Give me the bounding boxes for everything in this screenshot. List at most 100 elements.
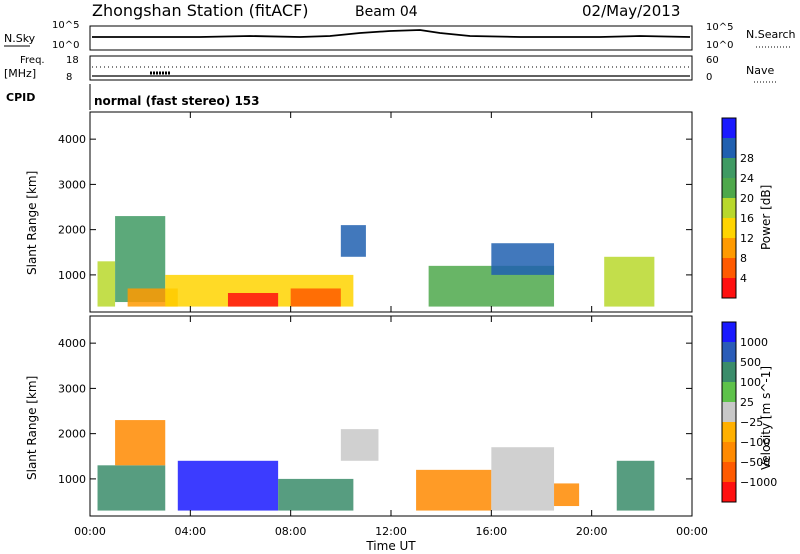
data-region bbox=[115, 420, 166, 466]
x-tick-label: 00:00 bbox=[676, 525, 708, 538]
velocity-y-ticks: 1000 2000 3000 4000 bbox=[58, 337, 692, 486]
velocity-colorbar-label: Velocity [m s^-1] bbox=[759, 366, 773, 470]
freq-frame bbox=[89, 55, 693, 81]
colorbar-tick-label: 8 bbox=[740, 252, 747, 265]
y-tick-label: 2000 bbox=[58, 224, 86, 237]
y-tick-label: 4000 bbox=[58, 133, 86, 146]
x-tick-label: 00:00 bbox=[74, 525, 106, 538]
date-label: 02/May/2013 bbox=[582, 2, 680, 20]
y-tick-label: 4000 bbox=[58, 337, 86, 350]
colorbar-swatch bbox=[722, 278, 736, 299]
power-y-ticks: 1000 2000 3000 4000 bbox=[58, 133, 692, 282]
data-region bbox=[491, 447, 555, 511]
data-region bbox=[616, 460, 655, 511]
colorbar-tick-label: −500 bbox=[740, 456, 770, 469]
colorbar-tick-label: 100 bbox=[740, 376, 761, 389]
data-region bbox=[97, 261, 116, 307]
y-tick-label: 1000 bbox=[58, 473, 86, 486]
colorbar-swatch bbox=[722, 118, 736, 139]
velocity-y-label: Slant Range [km] bbox=[25, 376, 39, 480]
colorbar-swatch bbox=[722, 482, 736, 503]
colorbar-swatch bbox=[722, 198, 736, 219]
nsky-label: N.Sky bbox=[4, 32, 36, 45]
colorbar-tick-label: 12 bbox=[740, 232, 754, 245]
y-tick-label: 2000 bbox=[58, 428, 86, 441]
power-y-label: Slant Range [km] bbox=[25, 171, 39, 275]
colorbar-swatch bbox=[722, 322, 736, 343]
colorbar-tick-label: 24 bbox=[740, 172, 754, 185]
cpid-text: normal (fast stereo) 153 bbox=[94, 94, 260, 108]
colorbar-tick-label: 25 bbox=[740, 396, 754, 409]
nave-tick-bottom: 0 bbox=[706, 72, 712, 83]
time-axis: 00:00 04:00 08:00 12:00 16:00 20:00 00:00 bbox=[74, 112, 708, 538]
nsky-frame bbox=[89, 25, 693, 51]
data-region bbox=[491, 243, 555, 275]
nave-tick-top: 60 bbox=[706, 55, 719, 66]
colorbar-swatch bbox=[722, 422, 736, 443]
colorbar-swatch bbox=[722, 362, 736, 383]
nsky-trace bbox=[92, 29, 691, 38]
data-region bbox=[227, 292, 279, 307]
nsearch-tick-top: 10^5 bbox=[706, 22, 733, 33]
colorbar-tick-label: −25 bbox=[740, 416, 763, 429]
x-tick-label: 16:00 bbox=[475, 525, 507, 538]
data-region bbox=[604, 256, 655, 307]
cpid-label: CPID bbox=[6, 91, 35, 104]
colorbar-tick-label: −1000 bbox=[740, 476, 777, 489]
data-region bbox=[416, 469, 492, 511]
data-region bbox=[177, 460, 279, 511]
colorbar-swatch bbox=[722, 402, 736, 423]
power-panel: 1000 2000 3000 4000 Slant Range [km] 4 8 12 16… bbox=[25, 111, 773, 313]
power-colorbar-label: Power [dB] bbox=[759, 185, 773, 250]
colorbar-swatch bbox=[722, 238, 736, 259]
data-region bbox=[97, 465, 166, 511]
colorbar-frame bbox=[721, 117, 737, 299]
colorbar-tick-label: −100 bbox=[740, 436, 770, 449]
freq-panel: Freq. [MHz] 18 8 60 0 Nave bbox=[4, 55, 776, 83]
data-region bbox=[340, 429, 379, 461]
colorbar-swatch bbox=[722, 442, 736, 463]
nsky-tick-bottom: 10^0 bbox=[52, 40, 79, 51]
colorbar-tick-label: 500 bbox=[740, 356, 761, 369]
freq-tick-bottom: 8 bbox=[66, 72, 72, 83]
data-region bbox=[290, 288, 341, 307]
freq-unit: [MHz] bbox=[4, 67, 36, 80]
velocity-data bbox=[97, 420, 655, 511]
colorbar-tick-label: 4 bbox=[740, 272, 747, 285]
colorbar-swatch bbox=[722, 138, 736, 159]
y-tick-label: 3000 bbox=[58, 178, 86, 191]
colorbar-tick-label: 16 bbox=[740, 212, 754, 225]
colorbar-swatch bbox=[722, 258, 736, 279]
data-region bbox=[340, 225, 366, 257]
data-region bbox=[554, 483, 580, 507]
power-colorbar: 4 8 12 16 20 24 28 bbox=[721, 117, 754, 299]
nsearch-tick-bottom: 10^0 bbox=[706, 40, 733, 51]
colorbar-tick-label: 28 bbox=[740, 152, 754, 165]
nsky-tick-top: 10^5 bbox=[52, 20, 79, 31]
power-data bbox=[97, 216, 655, 307]
x-tick-label: 04:00 bbox=[174, 525, 206, 538]
x-tick-label: 12:00 bbox=[375, 525, 407, 538]
data-region bbox=[115, 216, 166, 303]
data-region bbox=[278, 478, 354, 511]
nsearch-label: N.Search bbox=[746, 28, 796, 41]
colorbar-tick-label: 20 bbox=[740, 192, 754, 205]
y-tick-label: 1000 bbox=[58, 269, 86, 282]
x-tick-label: 08:00 bbox=[275, 525, 307, 538]
colorbar-swatch bbox=[722, 178, 736, 199]
colorbar-swatch bbox=[722, 158, 736, 179]
velocity-panel: 1000 2000 3000 4000 Slant Range [km] 1000 50… bbox=[25, 315, 777, 517]
colorbar-tick-label: 1000 bbox=[740, 336, 768, 349]
colorbar-swatch bbox=[722, 342, 736, 363]
y-tick-label: 3000 bbox=[58, 382, 86, 395]
station-title: Zhongshan Station (fitACF) bbox=[92, 1, 309, 20]
freq-tick-top: 18 bbox=[66, 55, 79, 66]
colorbar-swatch bbox=[722, 382, 736, 403]
colorbar-swatch bbox=[722, 218, 736, 239]
x-tick-label: 20:00 bbox=[576, 525, 608, 538]
x-axis-label: Time UT bbox=[365, 539, 416, 553]
beam-label: Beam 04 bbox=[355, 4, 418, 20]
nave-label: Nave bbox=[746, 64, 774, 77]
colorbar-swatch bbox=[722, 462, 736, 483]
